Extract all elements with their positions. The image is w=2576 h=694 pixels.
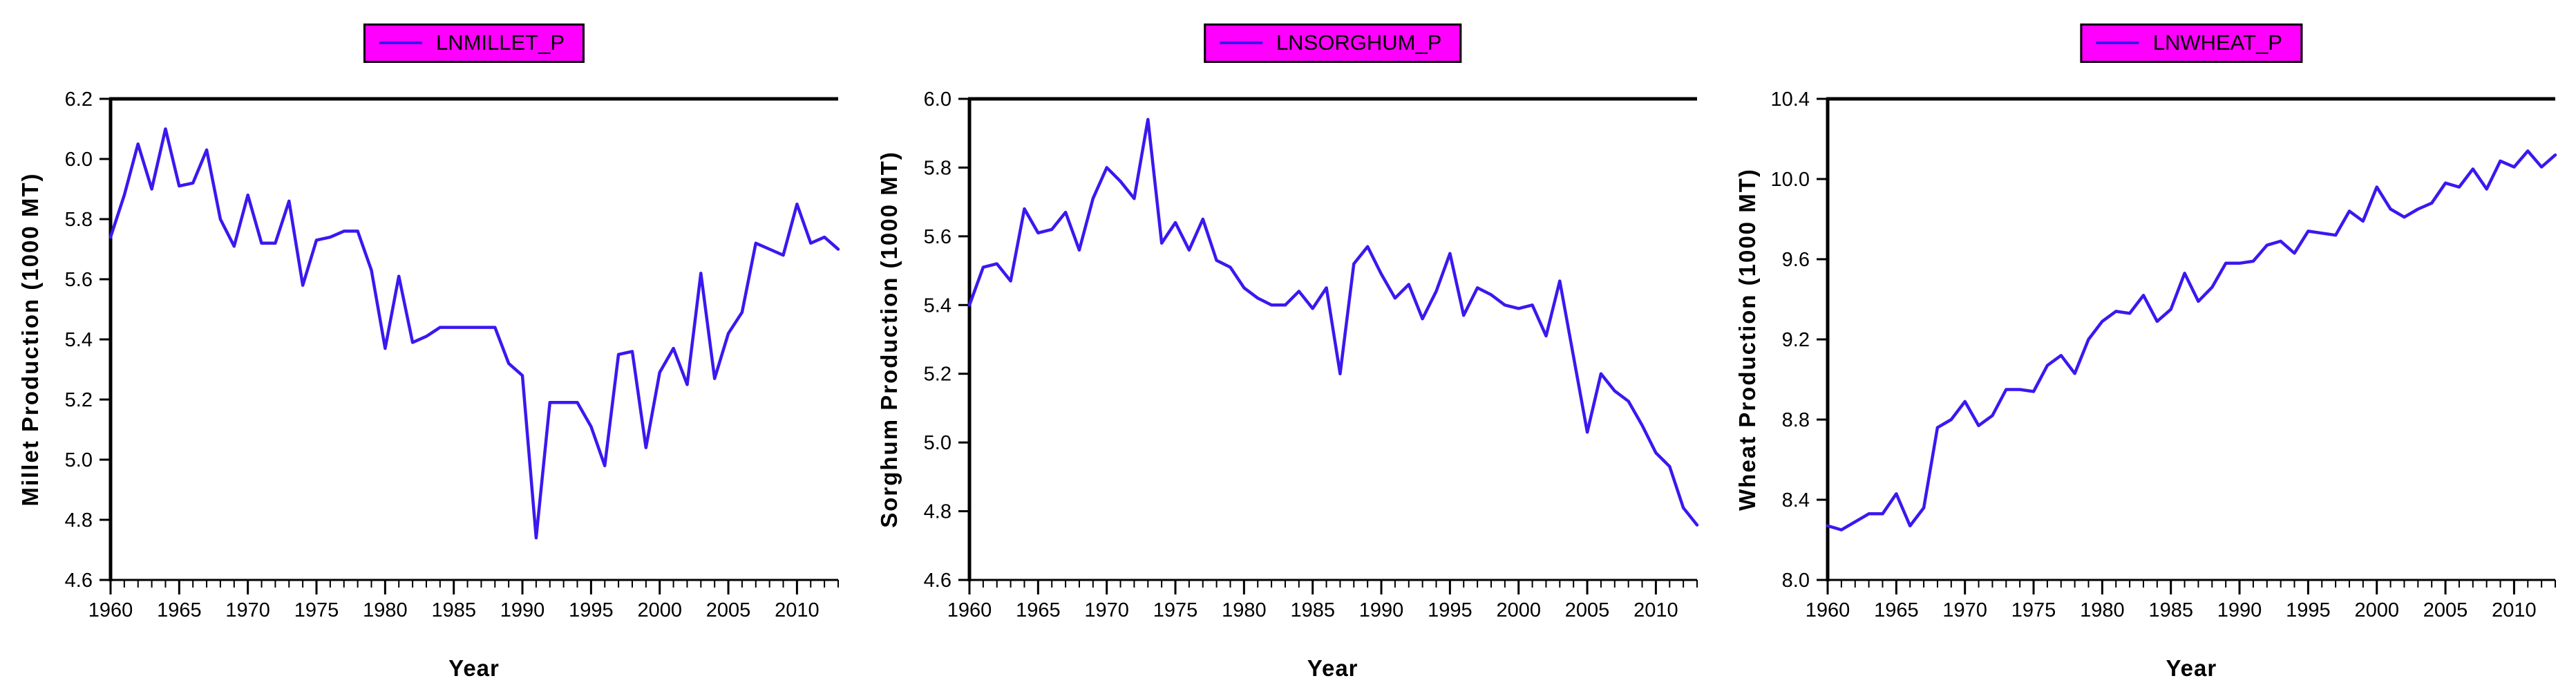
x-tick-label: 2000 — [2355, 599, 2400, 621]
series-line — [1826, 149, 2557, 532]
x-tick-label: 1985 — [2149, 599, 2194, 621]
legend-label: LNWHEAT_P — [2152, 30, 2282, 55]
legend-line-sample — [379, 41, 422, 44]
millet-plot-area: 4.6 4.8 5.0 5.2 5.4 5.6 5.8 6.0 6.2 1960 1965 1970 1… — [65, 88, 840, 621]
x-tick-label: 2005 — [2423, 599, 2468, 621]
x-tick-label: 1980 — [1222, 599, 1267, 621]
y-axis-title: Millet Production (1000 MT) — [17, 172, 43, 507]
x-tick-label: 1985 — [431, 599, 476, 621]
series-line — [108, 127, 840, 540]
x-tick-label: 1960 — [947, 599, 992, 621]
y-tick-label: 5.2 — [65, 389, 93, 411]
x-tick-label: 1995 — [1428, 599, 1472, 621]
sorghum-plot-area: 4.6 4.8 5.0 5.2 5.4 5.6 5.8 6.0 1960 1965 1970 1975… — [923, 88, 1698, 621]
y-tick-label: 10.0 — [1771, 169, 1810, 191]
x-tick-label: 1980 — [2080, 599, 2125, 621]
legend-line-sample — [1219, 41, 1262, 44]
x-tick-label: 1965 — [1874, 599, 1919, 621]
x-tick-label: 1985 — [1290, 599, 1335, 621]
y-tick-label: 10.4 — [1771, 88, 1810, 111]
x-tick-label: 1960 — [88, 599, 133, 621]
x-tick-label: 1965 — [157, 599, 202, 621]
legend-label: LNMILLET_P — [435, 30, 565, 55]
x-tick-label: 1990 — [500, 599, 545, 621]
y-tick-label: 4.6 — [923, 570, 951, 592]
y-tick-label: 5.4 — [923, 294, 951, 317]
chart-panel-wheat: 8.0 8.4 8.8 9.2 9.6 10.0 10.4 1960 1965 1970 1975 1… — [1717, 0, 2576, 694]
x-tick-label: 2005 — [1564, 599, 1609, 621]
y-tick-label: 8.8 — [1782, 409, 1810, 431]
x-tick-label: 1975 — [294, 599, 339, 621]
y-tick-label: 5.8 — [923, 157, 951, 179]
x-tick-label: 2010 — [2492, 599, 2537, 621]
y-tick-label: 5.2 — [923, 364, 951, 386]
x-tick-label: 1960 — [1806, 599, 1850, 621]
legend-millet: LNMILLET_P — [363, 24, 585, 63]
x-tick-label: 1970 — [225, 599, 270, 621]
chart-panel-millet: 4.6 4.8 5.0 5.2 5.4 5.6 5.8 6.0 6.2 1960 1965 1970 1… — [0, 0, 859, 694]
y-tick-label: 8.0 — [1782, 570, 1810, 592]
x-tick-label: 1975 — [1153, 599, 1197, 621]
x-tick-label: 2000 — [1496, 599, 1541, 621]
y-axis-title: Sorghum Production (1000 MT) — [875, 151, 902, 528]
y-tick-label: 5.8 — [65, 209, 93, 231]
y-tick-label: 6.0 — [65, 149, 93, 171]
y-tick-label: 5.0 — [923, 432, 951, 454]
y-tick-label: 9.6 — [1782, 249, 1810, 271]
x-tick-label: 1980 — [363, 599, 408, 621]
x-tick-label: 1995 — [569, 599, 614, 621]
y-tick-label: 5.0 — [65, 449, 93, 471]
x-axis-title: Year — [2166, 655, 2217, 681]
y-tick-label: 4.8 — [923, 501, 951, 523]
x-tick-label: 2005 — [706, 599, 751, 621]
x-axis-title: Year — [1307, 655, 1358, 681]
y-tick-label: 5.6 — [65, 269, 93, 291]
legend-sorghum: LNSORGHUM_P — [1203, 24, 1462, 63]
x-tick-label: 1970 — [1943, 599, 1988, 621]
chart-panel-sorghum: 4.6 4.8 5.0 5.2 5.4 5.6 5.8 6.0 1960 1965 1970 1975… — [858, 0, 1718, 694]
y-tick-label: 5.6 — [923, 226, 951, 248]
legend-line-sample — [2096, 41, 2139, 44]
y-tick-label: 8.4 — [1782, 489, 1810, 512]
x-tick-label: 1995 — [2286, 599, 2331, 621]
y-tick-label: 4.6 — [65, 570, 93, 592]
y-tick-label: 6.2 — [65, 88, 93, 111]
x-tick-label: 2010 — [1633, 599, 1678, 621]
y-tick-label: 6.0 — [923, 88, 951, 111]
y-tick-label: 9.2 — [1782, 329, 1810, 351]
y-tick-label: 4.8 — [65, 509, 93, 532]
wheat-plot-area: 8.0 8.4 8.8 9.2 9.6 10.0 10.4 1960 1965 1970 1975 1… — [1771, 88, 2557, 621]
x-axis-title: Year — [448, 655, 500, 681]
x-tick-label: 2000 — [637, 599, 682, 621]
legend-label: LNSORGHUM_P — [1276, 30, 1442, 55]
x-tick-label: 1990 — [2217, 599, 2262, 621]
y-axis-title: Wheat Production (1000 MT) — [1734, 168, 1761, 511]
x-tick-label: 1975 — [2011, 599, 2056, 621]
legend-wheat: LNWHEAT_P — [2080, 24, 2302, 63]
y-tick-label: 5.4 — [65, 329, 93, 351]
x-tick-label: 1970 — [1084, 599, 1129, 621]
x-tick-label: 2010 — [775, 599, 820, 621]
x-tick-label: 1965 — [1016, 599, 1061, 621]
x-tick-label: 1990 — [1358, 599, 1403, 621]
series-line — [967, 118, 1698, 527]
